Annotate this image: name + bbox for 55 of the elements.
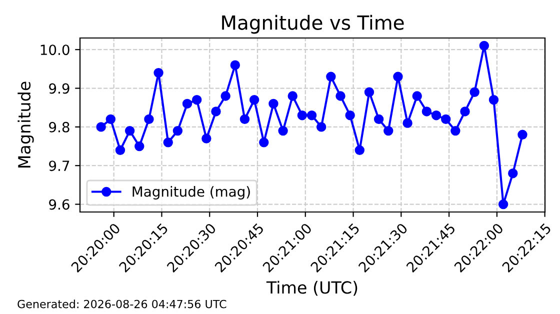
- point: [211, 106, 221, 116]
- y-tick-label: 9.8: [49, 122, 70, 132]
- point: [134, 141, 144, 152]
- point: [402, 118, 412, 128]
- point: [412, 91, 422, 101]
- point: [230, 60, 240, 70]
- point: [422, 106, 432, 116]
- point: [431, 110, 442, 120]
- point: [345, 110, 355, 120]
- point: [440, 114, 451, 124]
- point: [202, 134, 212, 144]
- chart-title: Magnitude vs Time: [222, 14, 404, 34]
- point: [384, 126, 394, 136]
- point: [268, 98, 278, 109]
- y-tick-label: 10.0: [40, 44, 70, 56]
- point: [288, 91, 298, 101]
- point: [326, 72, 336, 82]
- point: [249, 95, 260, 105]
- point: [306, 110, 317, 120]
- point: [508, 168, 518, 178]
- point: [297, 110, 308, 120]
- point: [278, 126, 288, 136]
- text: Generated: 2026-08-26 04:47:56 UTC: [18, 300, 226, 308]
- point: [124, 126, 135, 136]
- point: [154, 68, 164, 78]
- point: [460, 106, 470, 116]
- point: [488, 95, 499, 105]
- point: [498, 199, 508, 210]
- point: [192, 95, 202, 105]
- point: [163, 138, 173, 148]
- point: [518, 130, 528, 140]
- point: [364, 87, 374, 97]
- point: [354, 145, 365, 155]
- point: [316, 122, 326, 132]
- point: [220, 91, 230, 101]
- point: [106, 114, 116, 124]
- point: [393, 72, 403, 82]
- y-tick-label: 9.7: [49, 160, 70, 172]
- y-tick-label: 9.9: [49, 83, 70, 94]
- point: [172, 126, 183, 136]
- point: [182, 98, 192, 109]
- legend-label: Magnitude (mag): [132, 186, 250, 200]
- point: [144, 114, 154, 124]
- point: [479, 40, 490, 51]
- point: [115, 145, 126, 155]
- point: [374, 114, 384, 124]
- point: [336, 91, 346, 101]
- x-axis-title: Time (UTC): [266, 280, 358, 296]
- point: [240, 114, 250, 124]
- point: [96, 122, 106, 132]
- point: [470, 87, 480, 97]
- y-tick-label: 9.6: [49, 199, 70, 210]
- point: [259, 138, 269, 148]
- y-axis-title: Magnitude: [18, 82, 34, 168]
- point: [450, 126, 460, 136]
